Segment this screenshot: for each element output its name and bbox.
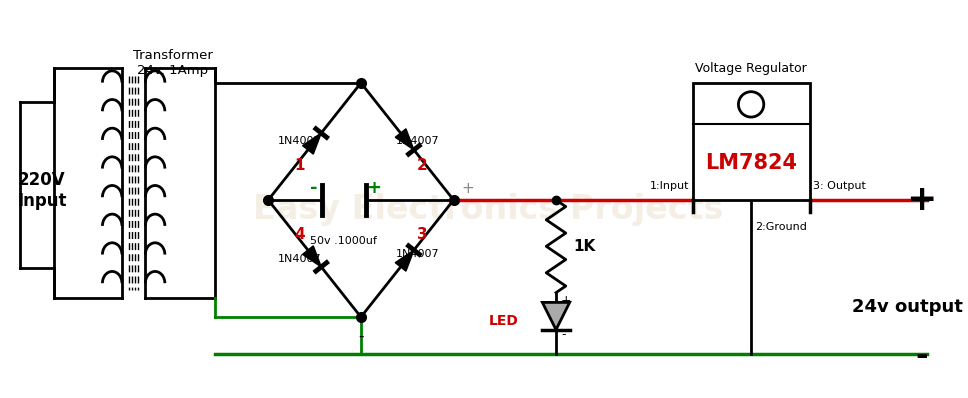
Text: 1N4007: 1N4007 xyxy=(395,249,439,259)
Text: LED: LED xyxy=(489,314,519,328)
Text: 220V
Input: 220V Input xyxy=(17,171,67,210)
Polygon shape xyxy=(542,302,569,330)
Text: +: + xyxy=(366,179,381,197)
Text: Voltage Regulator: Voltage Regulator xyxy=(695,62,807,75)
Text: -: - xyxy=(311,179,318,197)
Text: 4: 4 xyxy=(294,226,305,242)
Text: 1:Input: 1:Input xyxy=(650,181,689,191)
Text: 3: Output: 3: Output xyxy=(812,181,865,191)
Text: 1N4007: 1N4007 xyxy=(278,137,321,146)
Polygon shape xyxy=(395,129,414,150)
Text: -: - xyxy=(560,328,565,341)
Text: 1N4007: 1N4007 xyxy=(278,254,321,263)
Polygon shape xyxy=(395,250,414,271)
Polygon shape xyxy=(303,246,321,267)
Polygon shape xyxy=(303,133,321,154)
Text: Transformer
24v. 1Amp: Transformer 24v. 1Amp xyxy=(133,49,213,77)
Circle shape xyxy=(739,92,764,117)
Text: LM7824: LM7824 xyxy=(705,153,797,173)
Text: 50v .1000uf: 50v .1000uf xyxy=(311,236,378,246)
Text: Easy Electronics Projects: Easy Electronics Projects xyxy=(253,193,723,226)
FancyBboxPatch shape xyxy=(692,83,809,200)
Text: -: - xyxy=(916,341,928,371)
Text: 3: 3 xyxy=(417,226,428,242)
Text: +: + xyxy=(560,294,571,307)
Text: 1N4007: 1N4007 xyxy=(395,137,439,146)
Text: +: + xyxy=(462,181,474,196)
Text: 2: 2 xyxy=(417,158,428,174)
Text: 1K: 1K xyxy=(574,239,596,254)
Text: +: + xyxy=(907,183,937,217)
Text: 24v output: 24v output xyxy=(852,298,962,316)
Text: 2:Ground: 2:Ground xyxy=(755,222,807,232)
Text: 1: 1 xyxy=(294,158,305,174)
Text: -: - xyxy=(358,329,364,344)
